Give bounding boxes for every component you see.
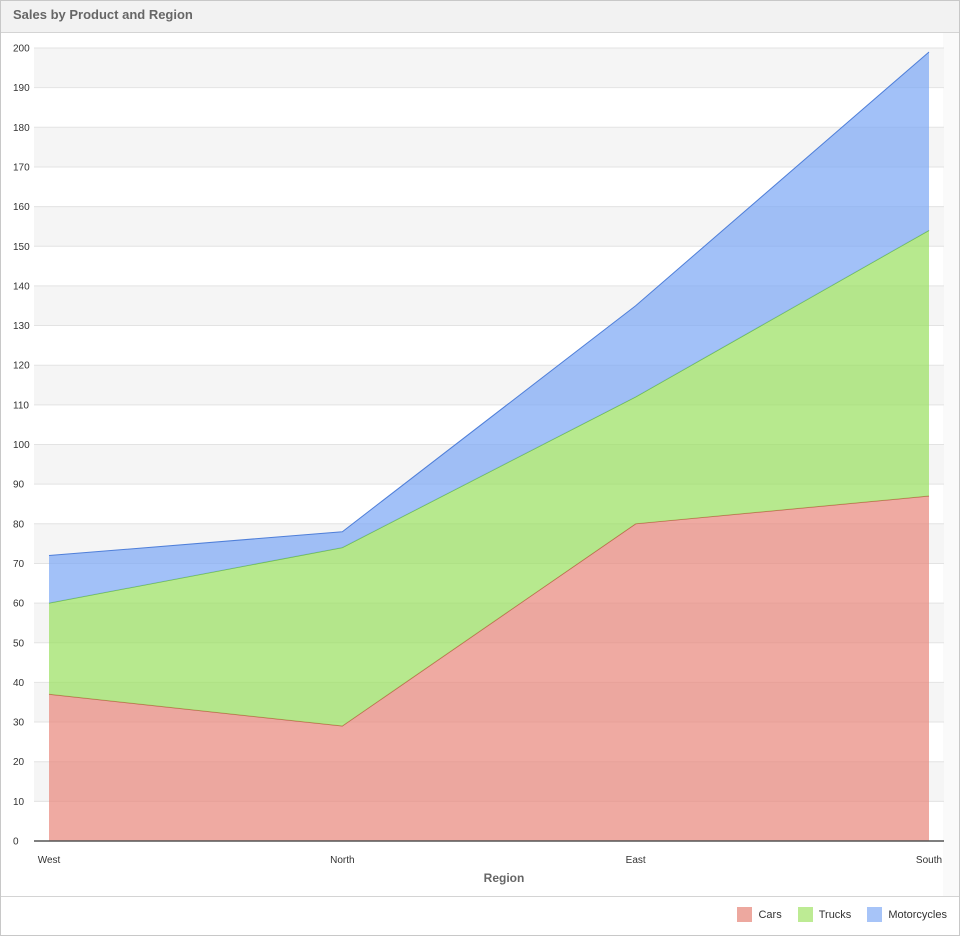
panel-footer: Cars Trucks Motorcycles <box>1 896 959 935</box>
area-chart: 0 10 20 30 40 50 60 70 80 90 100 110 120 130 140 150 160… <box>13 44 944 885</box>
area-motorcycles[interactable] <box>49 51 929 604</box>
scroll-track <box>943 33 959 896</box>
panel-header: Sales by Product and Region <box>1 1 959 33</box>
x-tick-label: South <box>916 855 942 866</box>
series-areas <box>48 51 930 841</box>
y-tick-label: 100 <box>13 440 30 451</box>
panel-title: Sales by Product and Region <box>13 7 193 22</box>
x-axis-ticks: West North East South <box>38 855 942 866</box>
y-tick-label: 80 <box>13 519 25 530</box>
y-tick-label: 60 <box>13 599 25 610</box>
y-tick-label: 90 <box>13 480 25 491</box>
y-tick-label: 140 <box>13 281 30 292</box>
legend-label-cars: Cars <box>758 908 782 921</box>
y-tick-label: 150 <box>13 242 30 253</box>
y-tick-label: 110 <box>13 400 29 411</box>
plot-band <box>34 127 944 167</box>
y-tick-label: 30 <box>13 718 25 729</box>
y-tick-label: 180 <box>13 123 30 134</box>
legend-label-trucks: Trucks <box>818 908 852 921</box>
y-tick-label: 10 <box>13 797 25 808</box>
x-axis-title: Region <box>484 871 525 885</box>
y-tick-label: 190 <box>13 83 30 94</box>
y-tick-label: 20 <box>13 757 25 768</box>
y-tick-label: 70 <box>13 559 25 570</box>
legend-swatch-motorcycles <box>867 907 883 922</box>
x-tick-label: West <box>38 855 61 866</box>
y-tick-label: 0 <box>13 837 19 848</box>
y-tick-label: 160 <box>13 202 30 213</box>
x-tick-label: East <box>626 855 646 866</box>
legend: Cars Trucks Motorcycles <box>721 907 947 922</box>
legend-item-trucks[interactable]: Trucks <box>797 907 852 922</box>
y-tick-label: 130 <box>13 321 30 332</box>
legend-swatch-cars <box>737 907 753 922</box>
line-motorcycles <box>48 51 930 557</box>
y-tick-label: 200 <box>13 44 30 55</box>
legend-swatch-trucks <box>797 907 813 922</box>
legend-item-motorcycles[interactable]: Motorcycles <box>867 907 947 922</box>
y-tick-label: 120 <box>13 361 30 372</box>
legend-label-motorcycles: Motorcycles <box>888 908 947 921</box>
plot-band <box>34 48 944 88</box>
y-tick-label: 170 <box>13 162 30 173</box>
y-tick-label: 50 <box>13 638 25 649</box>
legend-item-cars[interactable]: Cars <box>737 907 782 922</box>
y-tick-label: 40 <box>13 678 25 689</box>
y-axis-ticks: 0 10 20 30 40 50 60 70 80 90 100 110 120 130 140 150 160… <box>13 44 30 848</box>
x-tick-label: North <box>330 855 354 866</box>
area-trucks[interactable] <box>49 230 929 727</box>
area-cars[interactable] <box>49 496 929 841</box>
